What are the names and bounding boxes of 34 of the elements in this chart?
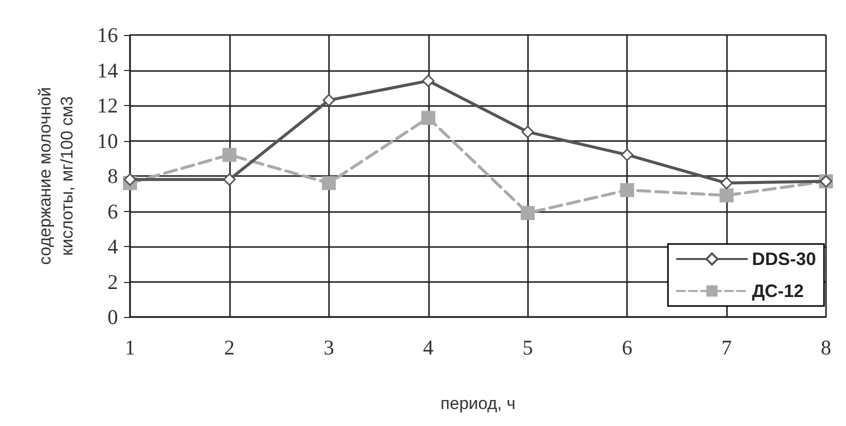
x-axis-title: период, ч bbox=[440, 394, 516, 413]
y-tick-label: 16 bbox=[97, 23, 118, 47]
point bbox=[421, 110, 436, 125]
point bbox=[322, 94, 336, 106]
x-tick-label: 7 bbox=[721, 336, 732, 360]
point bbox=[223, 173, 236, 186]
y-axis-title: содержание молочной кислоты, мг/100 см3 bbox=[36, 87, 76, 265]
x-tick-label: 6 bbox=[622, 336, 632, 360]
y-tick-label: 4 bbox=[108, 234, 118, 258]
x-tick-label: 8 bbox=[820, 336, 832, 360]
y-tick-label: 8 bbox=[108, 164, 118, 188]
y-tick-label: 2 bbox=[108, 270, 118, 294]
x-tick-label: 3 bbox=[324, 336, 334, 360]
legend-label: DDS-30 bbox=[752, 249, 816, 269]
point bbox=[124, 173, 136, 186]
x-tick-label: 2 bbox=[224, 336, 235, 360]
point bbox=[720, 176, 733, 190]
point bbox=[620, 183, 634, 198]
y-tick-label: 12 bbox=[97, 94, 118, 118]
x-tick-label: 4 bbox=[423, 336, 434, 360]
point bbox=[521, 126, 534, 138]
point bbox=[520, 206, 535, 220]
x-tick-label: 1 bbox=[124, 336, 136, 360]
point bbox=[422, 74, 435, 88]
legend-label: ДС-12 bbox=[752, 281, 804, 301]
point bbox=[222, 148, 236, 162]
y-tick-label: 10 bbox=[97, 128, 118, 153]
point bbox=[720, 188, 734, 202]
x-tick-label: 5 bbox=[522, 336, 533, 360]
y-tick-label: 14 bbox=[97, 58, 118, 82]
y-tick-label: 6 bbox=[108, 199, 118, 224]
point bbox=[620, 148, 634, 162]
y-tick-label: 0 bbox=[108, 305, 118, 329]
point bbox=[322, 176, 336, 190]
